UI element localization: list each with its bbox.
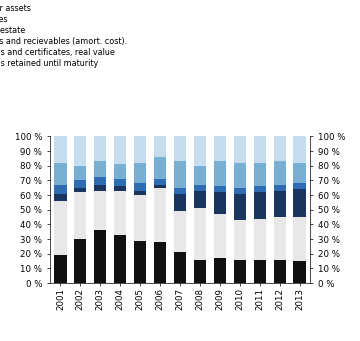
Bar — [134, 195, 146, 240]
Bar — [293, 217, 306, 261]
Bar — [214, 214, 226, 258]
Bar — [194, 185, 206, 191]
Bar — [94, 161, 107, 177]
Bar — [54, 255, 67, 283]
Bar — [94, 191, 107, 230]
Bar — [134, 183, 146, 191]
Bar — [293, 189, 306, 217]
Bar — [114, 235, 126, 283]
Bar — [94, 177, 107, 185]
Bar — [293, 261, 306, 283]
Bar — [114, 179, 126, 186]
Bar — [253, 186, 266, 192]
Bar — [134, 136, 146, 163]
Bar — [214, 192, 226, 214]
Bar — [253, 163, 266, 186]
Bar — [253, 219, 266, 260]
Bar — [134, 240, 146, 283]
Bar — [293, 163, 306, 183]
Bar — [194, 260, 206, 283]
Bar — [74, 180, 86, 188]
Bar — [134, 163, 146, 183]
Bar — [174, 188, 186, 194]
Bar — [94, 136, 107, 161]
Bar — [154, 242, 166, 283]
Bar — [234, 188, 246, 194]
Bar — [274, 185, 286, 191]
Bar — [54, 163, 67, 185]
Bar — [174, 161, 186, 188]
Bar — [234, 220, 246, 260]
Bar — [174, 252, 186, 283]
Bar — [234, 163, 246, 188]
Bar — [154, 185, 166, 188]
Bar — [94, 230, 107, 283]
Bar — [293, 183, 306, 189]
Bar — [194, 208, 206, 260]
Bar — [74, 192, 86, 239]
Bar — [274, 161, 286, 185]
Bar — [214, 186, 226, 192]
Bar — [253, 136, 266, 163]
Bar — [154, 188, 166, 242]
Bar — [54, 201, 67, 255]
Bar — [234, 260, 246, 283]
Bar — [134, 191, 146, 195]
Bar — [174, 211, 186, 252]
Bar — [274, 136, 286, 161]
Bar — [274, 260, 286, 283]
Bar — [74, 136, 86, 166]
Bar — [74, 166, 86, 180]
Bar — [54, 136, 67, 163]
Bar — [54, 194, 67, 201]
Bar — [214, 258, 226, 283]
Bar — [274, 217, 286, 260]
Bar — [253, 192, 266, 219]
Bar — [194, 191, 206, 208]
Bar — [194, 166, 206, 185]
Bar — [274, 191, 286, 217]
Bar — [293, 136, 306, 163]
Bar — [174, 194, 186, 211]
Bar — [74, 239, 86, 283]
Bar — [234, 136, 246, 163]
Bar — [114, 164, 126, 179]
Bar — [94, 185, 107, 191]
Bar — [154, 136, 166, 157]
Bar — [154, 179, 166, 185]
Bar — [114, 191, 126, 235]
Bar — [114, 186, 126, 191]
Bar — [234, 194, 246, 220]
Bar — [114, 136, 126, 164]
Bar — [154, 157, 166, 179]
Legend: Other assets, Shares, Real estate, Loans and recievables (amort. cost)., Bonds a: Other assets, Shares, Real estate, Loans… — [0, 4, 127, 68]
Bar — [194, 136, 206, 166]
Bar — [54, 185, 67, 194]
Bar — [214, 161, 226, 186]
Bar — [214, 136, 226, 161]
Bar — [174, 136, 186, 161]
Bar — [253, 260, 266, 283]
Bar — [74, 188, 86, 192]
